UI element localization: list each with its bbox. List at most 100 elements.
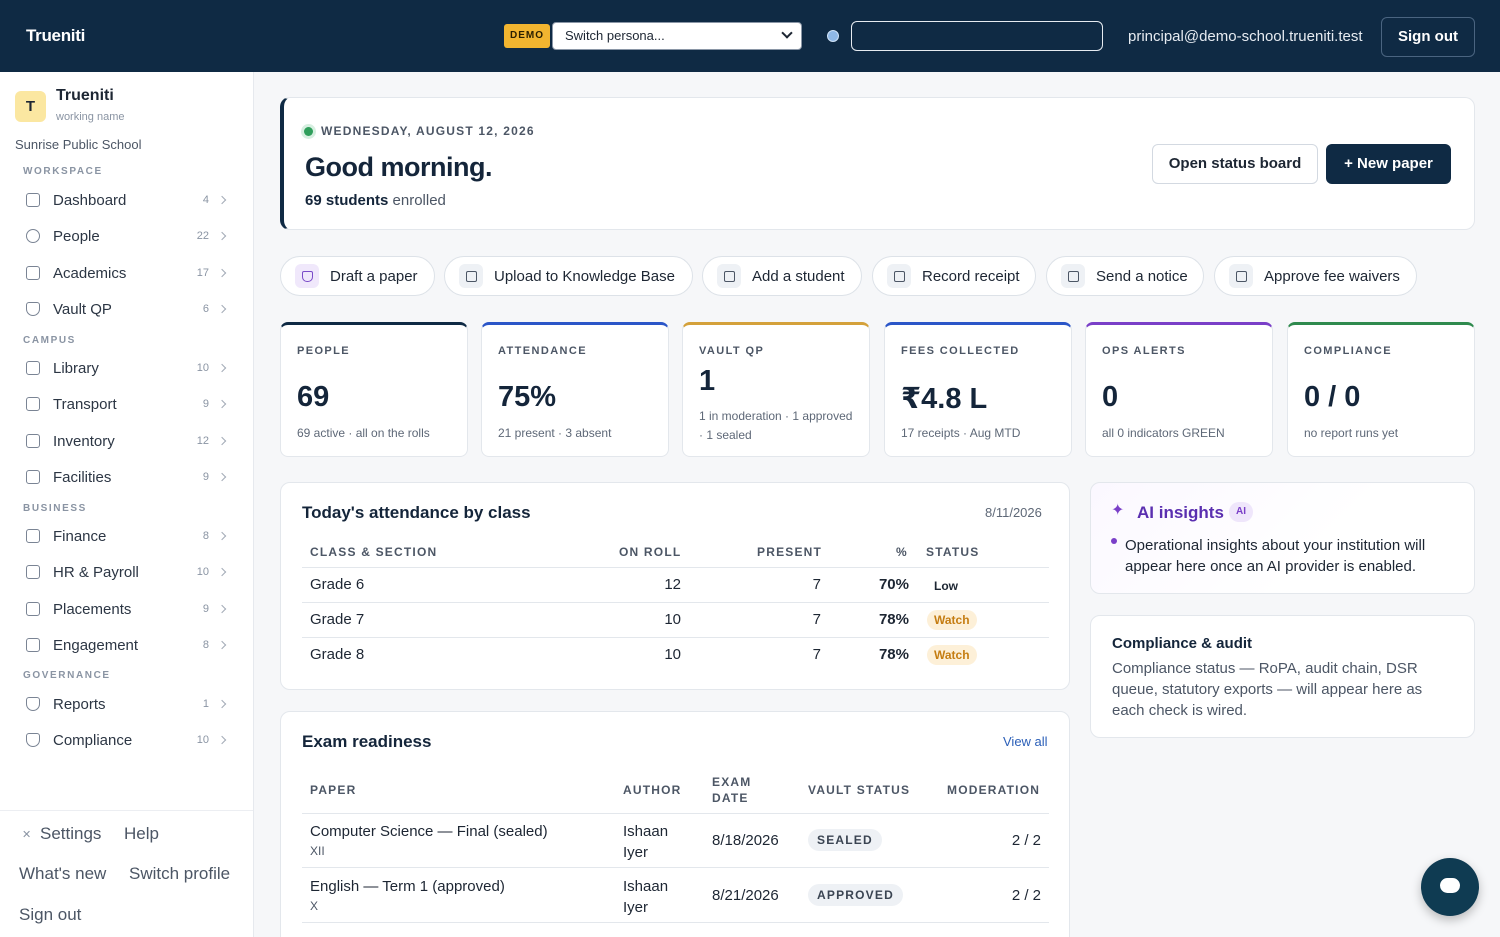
switch-profile-link[interactable]: Switch profile: [129, 864, 231, 883]
sidebar-item-engagement[interactable]: Engagement 8: [15, 629, 233, 661]
sidebar-item-count: 22: [196, 230, 209, 242]
sidebar-item-academics[interactable]: Academics 17: [15, 257, 233, 289]
vault-status-badge: APPROVED: [808, 884, 903, 906]
sign-out-link[interactable]: Sign out: [19, 905, 82, 924]
status-badge: Low: [934, 579, 958, 593]
kpi-value: ₹4.8 L: [901, 383, 988, 415]
paper-title[interactable]: Computer Science — Final (sealed): [310, 823, 548, 840]
attendance-title: Today's attendance by class: [302, 503, 531, 522]
quick-action-upload-kb[interactable]: Upload to Knowledge Base: [444, 256, 693, 296]
sidebar-item-inventory[interactable]: Inventory 12: [15, 425, 233, 457]
kpi-people[interactable]: PEOPLE 69 69 active · all on the rolls: [280, 322, 468, 457]
exam-readiness-title: Exam readiness: [302, 732, 432, 751]
truck-icon: [26, 397, 40, 411]
greeting-title: Good morning.: [305, 152, 492, 182]
paper-author: Ishaan Iyer: [623, 823, 669, 861]
divider: [302, 637, 1049, 638]
kpi-subtext: no report runs yet: [1304, 426, 1399, 440]
settings-link[interactable]: Settings: [40, 824, 102, 843]
divider: [302, 922, 1049, 923]
open-status-board-button[interactable]: Open status board: [1152, 144, 1318, 184]
sidebar-item-label: Transport: [53, 395, 117, 413]
divider: [302, 567, 1049, 568]
quick-action-draft-paper[interactable]: Draft a paper: [280, 256, 435, 296]
sidebar-item-label: Reports: [53, 695, 106, 713]
view-all-link[interactable]: View all: [1003, 734, 1048, 749]
sidebar-item-transport[interactable]: Transport 9: [15, 388, 233, 420]
chevron-right-icon: [217, 472, 227, 482]
sidebar-item-count: 10: [196, 566, 209, 578]
sidebar-item-label: Library: [53, 359, 99, 377]
sign-out-button[interactable]: Sign out: [1381, 17, 1475, 57]
quick-action-send-notice[interactable]: Send a notice: [1046, 256, 1204, 296]
sidebar-item-compliance[interactable]: Compliance 10: [15, 724, 233, 756]
column-header: MODERATION: [947, 783, 1041, 797]
attendance-pct: 78%: [878, 646, 909, 663]
sidebar-item-count: 10: [196, 362, 209, 374]
sidebar-footer: [0, 810, 253, 811]
help-link[interactable]: Help: [124, 824, 159, 843]
sidebar-item-label: Engagement: [53, 636, 139, 654]
sidebar-item-count: 12: [196, 435, 209, 447]
kpi-attendance[interactable]: ATTENDANCE 75% 21 present · 3 absent: [481, 322, 669, 457]
sidebar-item-count: 8: [202, 639, 209, 651]
kpi-compliance[interactable]: COMPLIANCE 0 / 0 no report runs yet: [1287, 322, 1475, 457]
kpi-ops-alerts[interactable]: OPS ALERTS 0 all 0 indicators GREEN: [1085, 322, 1273, 457]
sidebar-item-people[interactable]: People 22: [15, 220, 233, 252]
chevron-right-icon: [217, 231, 227, 241]
kpi-vault-qp[interactable]: VAULT QP 1 1 in moderation · 1 approved …: [682, 322, 870, 457]
quick-action-label: Record receipt: [922, 267, 1020, 285]
paper-class: X: [310, 899, 319, 913]
sidebar-item-count: 9: [202, 398, 209, 410]
sidebar-item-count: 9: [202, 471, 209, 483]
compliance-title: Compliance & audit: [1112, 635, 1253, 652]
brand-logo[interactable]: Trueniti: [26, 26, 85, 45]
chevron-right-icon: [217, 304, 227, 314]
main-content: WEDNESDAY, AUGUST 12, 2026 Good morning.…: [254, 72, 1500, 937]
paper-title[interactable]: English — Term 1 (approved): [310, 878, 505, 895]
kpi-label: PEOPLE: [297, 345, 351, 357]
column-header: %: [896, 545, 908, 559]
sidebar-item-library[interactable]: Library 10: [15, 352, 233, 384]
chevron-right-icon: [217, 735, 227, 745]
search-input[interactable]: [851, 21, 1103, 51]
new-paper-button[interactable]: + New paper: [1326, 144, 1451, 184]
school-name: Sunrise Public School: [15, 137, 142, 152]
library-icon: [26, 361, 40, 375]
attendance-date: 8/11/2026: [985, 505, 1042, 520]
id-card-icon: [26, 565, 40, 579]
kpi-label: ATTENDANCE: [498, 345, 587, 357]
org-name: Trueniti: [56, 87, 114, 104]
org-subtitle: working name: [56, 111, 125, 123]
exam-readiness-card: Exam readiness View all PAPER AUTHOR EXA…: [280, 711, 1070, 937]
column-header: STATUS: [926, 545, 980, 559]
home-icon: [26, 193, 40, 207]
sidebar-item-count: 6: [202, 303, 209, 315]
sidebar-item-placements[interactable]: Placements 9: [15, 593, 233, 625]
on-roll: 10: [664, 611, 681, 628]
sidebar-item-label: Inventory: [53, 432, 115, 450]
compliance-text: Compliance status — RoPA, audit chain, D…: [1112, 660, 1423, 719]
quick-action-record-receipt[interactable]: Record receipt: [872, 256, 1036, 296]
receipt-icon: [26, 529, 40, 543]
sidebar-item-finance[interactable]: Finance 8: [15, 520, 233, 552]
quick-action-add-student[interactable]: Add a student: [702, 256, 862, 296]
sidebar-item-facilities[interactable]: Facilities 9: [15, 461, 233, 493]
sidebar-item-hr-payroll[interactable]: HR & Payroll 10: [15, 556, 233, 588]
nav-section-governance: GOVERNANCE: [23, 670, 111, 681]
sidebar-item-dashboard[interactable]: Dashboard 4: [15, 184, 233, 216]
chevron-right-icon: [217, 640, 227, 650]
sidebar-item-vault-qp[interactable]: Vault QP 6: [15, 293, 233, 325]
sidebar-item-reports[interactable]: Reports 1: [15, 688, 233, 720]
avatar: T: [15, 91, 46, 122]
quick-action-approve-waivers[interactable]: Approve fee waivers: [1214, 256, 1417, 296]
whats-new-link[interactable]: What's new: [19, 864, 107, 883]
nav-section-campus: CAMPUS: [23, 335, 76, 346]
persona-select[interactable]: Switch persona...: [552, 22, 802, 50]
chat-support-button[interactable]: [1421, 858, 1479, 916]
persona-select-value: Switch persona...: [565, 28, 665, 43]
chevron-right-icon: [217, 195, 227, 205]
column-header: CLASS & SECTION: [310, 545, 438, 559]
kpi-fees-collected[interactable]: FEES COLLECTED ₹4.8 L 17 receipts · Aug …: [884, 322, 1072, 457]
ai-insights-card: ✦ AI insights AI Operational insights ab…: [1090, 482, 1475, 594]
